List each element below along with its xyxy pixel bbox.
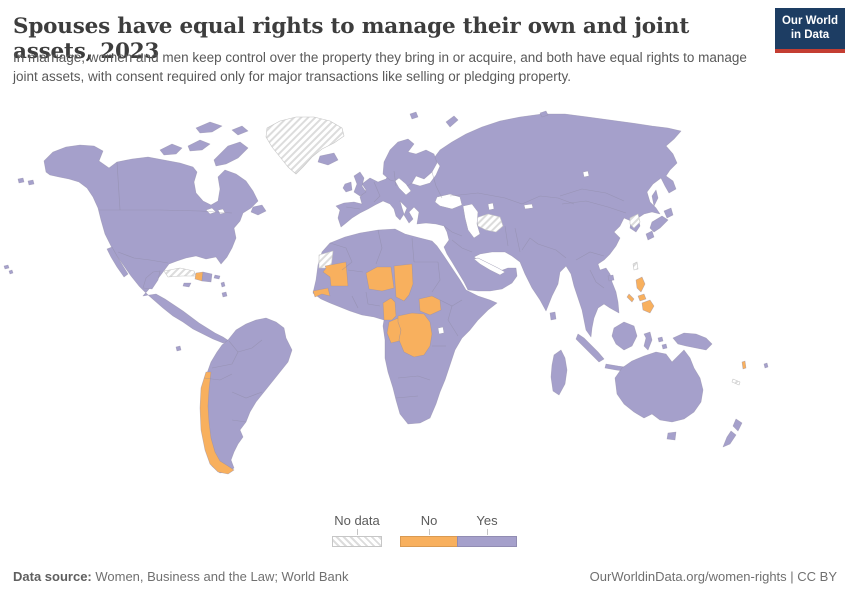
region-aleutian-islands[interactable]	[17, 177, 25, 184]
caspian-sea	[462, 203, 481, 239]
region-fiji[interactable]	[763, 362, 769, 369]
region-ellesmere-island[interactable]	[195, 121, 223, 134]
region-vanuatu[interactable]	[741, 360, 747, 370]
region-chile[interactable]	[199, 371, 235, 475]
legend-swatch-yes[interactable]	[457, 536, 517, 547]
region-hawaii[interactable]	[3, 264, 10, 270]
region-south-america[interactable]	[201, 317, 293, 474]
region-philippines-luzon[interactable]	[635, 276, 646, 293]
region-japan-honshu[interactable]	[649, 215, 669, 233]
region-north-america[interactable]	[43, 144, 259, 344]
region-baffin-island[interactable]	[213, 141, 249, 167]
region-puerto-rico[interactable]	[213, 274, 221, 280]
region-south-sudan[interactable]	[418, 295, 442, 316]
region-arctic-island[interactable]	[159, 143, 183, 156]
region-turkmenistan[interactable]	[475, 213, 504, 233]
region-galapagos[interactable]	[175, 345, 182, 352]
region-svalbard[interactable]	[409, 111, 419, 120]
legend-tick-no	[429, 529, 430, 535]
region-cuba[interactable]	[163, 267, 197, 278]
region-tasmania[interactable]	[666, 431, 677, 441]
region-yucatan[interactable]	[142, 270, 161, 290]
region-madagascar[interactable]	[550, 349, 568, 396]
region-new-guinea[interactable]	[672, 332, 713, 351]
data-source-label: Data source:	[13, 569, 92, 584]
country-borders	[99, 161, 627, 423]
region-united-kingdom[interactable]	[353, 171, 367, 197]
legend-swatch-no-data[interactable]	[332, 536, 382, 547]
region-borneo[interactable]	[611, 321, 638, 351]
legend-tick-no-data	[357, 529, 358, 535]
region-new-zealand-north[interactable]	[732, 418, 743, 432]
region-sri-lanka[interactable]	[549, 311, 557, 321]
region-trinidad[interactable]	[221, 291, 228, 298]
data-source-text: Women, Business and the Law; World Bank	[91, 569, 349, 584]
chart-subtitle: In marriage, women and men keep control …	[13, 50, 747, 84]
region-dr-congo[interactable]	[397, 312, 433, 358]
legend-label-no-data: No data	[334, 513, 380, 528]
owid-logo-line2: in Data	[790, 29, 830, 42]
region-philippines-mindanao[interactable]	[641, 299, 655, 314]
region-severnaya-zemlya[interactable]	[539, 110, 549, 118]
lake-balkhash	[523, 203, 534, 210]
region-new-caledonia[interactable]	[731, 378, 741, 386]
world-map[interactable]	[0, 104, 850, 502]
region-hainan[interactable]	[607, 274, 615, 282]
region-aleutian-islands[interactable]	[27, 179, 35, 186]
region-mauritania[interactable]	[322, 261, 349, 287]
region-taiwan[interactable]	[632, 261, 639, 271]
owid-logo-line1: Our World	[781, 15, 838, 27]
data-source: Data source: Women, Business and the Law…	[13, 569, 349, 584]
region-japan-hokkaido[interactable]	[663, 207, 674, 219]
region-australia[interactable]	[614, 349, 704, 423]
region-moluccas[interactable]	[661, 343, 668, 350]
legend-tick-yes	[487, 529, 488, 535]
region-sumatra[interactable]	[575, 333, 605, 363]
region-new-zealand-south[interactable]	[722, 430, 737, 448]
region-newfoundland[interactable]	[250, 204, 267, 216]
legend-label-yes: Yes	[476, 513, 498, 528]
region-novaya-zemlya[interactable]	[445, 115, 459, 128]
persian-gulf	[473, 257, 506, 276]
aral-sea	[487, 202, 495, 211]
region-japan-kyushu[interactable]	[645, 230, 655, 241]
owid-logo[interactable]: Our World in Data	[775, 8, 845, 53]
region-haiti[interactable]	[194, 271, 204, 282]
region-sulawesi[interactable]	[643, 331, 653, 351]
region-niger[interactable]	[365, 266, 395, 292]
legend-swatch-no[interactable]	[400, 536, 458, 547]
region-jamaica[interactable]	[182, 282, 192, 288]
region-arctic-island[interactable]	[187, 139, 211, 152]
region-philippines-palawan[interactable]	[626, 293, 635, 303]
page-title: Spouses have equal rights to manage thei…	[13, 14, 690, 64]
region-cameroon[interactable]	[382, 297, 397, 321]
attribution-link[interactable]: OurWorldinData.org/women-rights | CC BY	[589, 569, 837, 584]
region-chad[interactable]	[393, 263, 414, 302]
region-sakhalin[interactable]	[651, 189, 659, 207]
baltic-sea	[394, 177, 412, 196]
region-philippines-visayas[interactable]	[637, 293, 647, 302]
region-lesser-antilles[interactable]	[220, 281, 226, 288]
lake-victoria	[437, 326, 445, 335]
region-arctic-island[interactable]	[231, 125, 249, 136]
region-hawaii[interactable]	[8, 269, 14, 275]
region-baja-california[interactable]	[106, 246, 129, 278]
inland-seas	[205, 170, 590, 335]
region-north-korea[interactable]	[629, 213, 641, 229]
region-eurasia[interactable]	[335, 113, 682, 338]
region-senegal[interactable]	[312, 287, 331, 298]
lake-baikal	[582, 170, 590, 178]
legend-label-no: No	[420, 513, 438, 528]
region-dominican-republic[interactable]	[201, 271, 213, 283]
region-ireland[interactable]	[342, 181, 353, 193]
region-iceland[interactable]	[317, 152, 339, 166]
region-greenland[interactable]	[265, 116, 345, 175]
region-moluccas[interactable]	[657, 336, 664, 343]
